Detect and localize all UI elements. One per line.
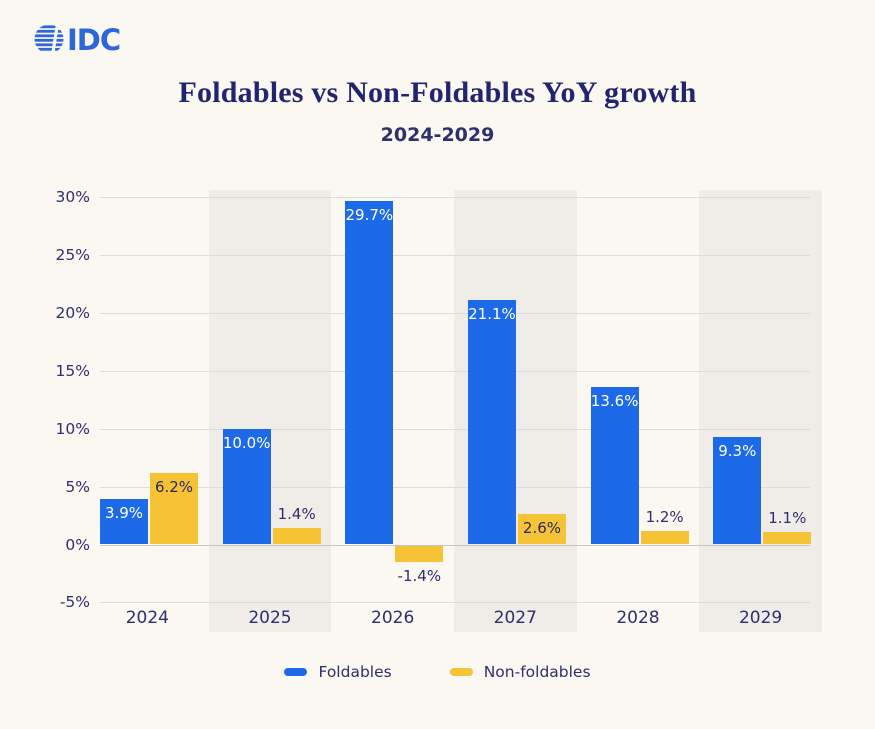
bar-non-foldables-2024	[150, 472, 198, 545]
legend-label: Foldables	[318, 663, 392, 681]
bar-non-foldables-2028	[640, 530, 689, 545]
y-axis-tick-label: 25%	[55, 246, 90, 265]
gridline	[100, 370, 810, 372]
bar-foldables-2028	[590, 387, 639, 545]
bar-foldables-2026	[345, 200, 394, 545]
bar-value-label: 1.2%	[645, 507, 684, 526]
legend-swatch-icon	[284, 668, 308, 676]
y-axis-tick-label: 20%	[55, 304, 90, 323]
legend-item-foldables: Foldables	[284, 663, 392, 681]
bar-value-label: 29.7%	[345, 205, 394, 224]
bar-value-label: 10.0%	[222, 433, 271, 452]
bar-foldables-2025	[222, 428, 271, 545]
legend-label: Non-foldables	[483, 663, 591, 681]
column-band-2025	[208, 190, 332, 632]
idc-logo: IDC	[34, 23, 120, 57]
x-axis-label-2026: 2026	[371, 608, 415, 628]
bar-value-label: 13.6%	[590, 392, 639, 411]
bar-non-foldables-2025	[272, 528, 321, 545]
chart-subtitle: 2024-2029	[380, 124, 495, 146]
chart-title: Foldables vs Non-Foldables YoY growth	[178, 76, 697, 109]
x-axis-label-2028: 2028	[616, 608, 660, 628]
x-axis-label-2027: 2027	[493, 608, 537, 628]
bar-value-label: 1.1%	[768, 508, 807, 527]
bar-value-label: 6.2%	[154, 477, 194, 496]
x-axis-label-2024: 2024	[125, 608, 169, 628]
bar-value-label: 9.3%	[718, 441, 757, 460]
x-axis-label-2025: 2025	[248, 608, 292, 628]
idc-globe-icon	[34, 24, 64, 54]
chart-legend: Foldables Non-foldables	[0, 656, 875, 688]
bar-value-label: 21.1%	[468, 305, 516, 324]
gridline	[100, 197, 810, 199]
gridline	[100, 428, 810, 430]
y-axis-tick-label: 5%	[65, 477, 90, 496]
gridline	[100, 313, 810, 315]
y-axis-tick-label: 30%	[55, 188, 90, 207]
gridline	[100, 486, 810, 488]
bar-value-label: -1.4%	[397, 567, 442, 586]
bar-value-label: 3.9%	[104, 504, 144, 523]
y-axis-tick-label: 15%	[55, 361, 90, 380]
bar-foldables-2024	[100, 499, 148, 545]
legend-item-non-foldables: Non-foldables	[449, 663, 591, 681]
x-axis-label-2029: 2029	[738, 608, 783, 628]
y-axis-tick-label: 10%	[55, 419, 90, 438]
bar-non-foldables-2029	[763, 531, 812, 545]
legend-swatch-icon	[449, 668, 473, 676]
bar-foldables-2027	[467, 300, 516, 545]
bar-non-foldables-2027	[517, 514, 566, 545]
y-axis-tick-label: 0%	[65, 535, 90, 554]
y-axis-tick-label: -5%	[59, 593, 90, 612]
column-band-2029	[699, 190, 822, 632]
bar-value-label: 2.6%	[522, 519, 562, 538]
svg-text:IDC: IDC	[67, 23, 120, 57]
zero-axis-line	[100, 544, 810, 546]
bar-foldables-2029	[713, 436, 762, 545]
bar-non-foldables-2026	[395, 546, 444, 563]
gridline	[100, 602, 810, 604]
gridline	[100, 255, 810, 257]
bar-value-label: 1.4%	[277, 505, 316, 524]
